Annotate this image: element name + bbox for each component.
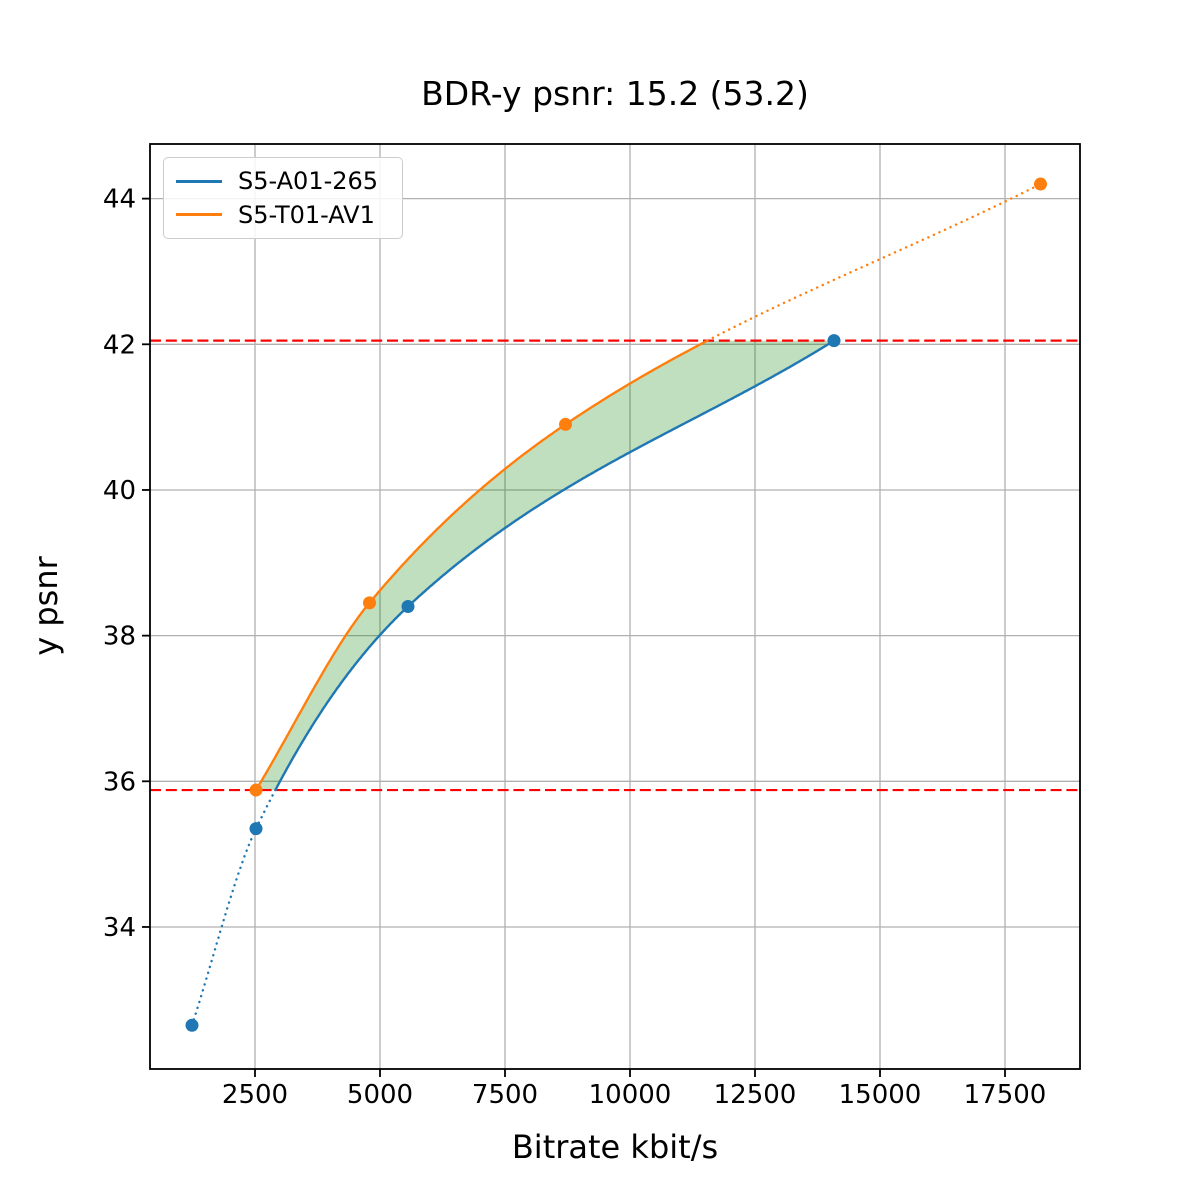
data-point-marker-S5-A01-265 bbox=[185, 1018, 199, 1032]
data-point-marker-S5-A01-265 bbox=[401, 600, 415, 613]
legend-item-label: S5-T01-AV1 bbox=[238, 200, 375, 229]
x-tick-label: 12500 bbox=[714, 1080, 797, 1110]
series-line-solid-S5-T01-AV1 bbox=[254, 339, 708, 791]
legend-line-swatch-blue bbox=[176, 179, 222, 183]
legend-line-swatch-orange bbox=[176, 213, 222, 217]
x-tick-label: 2500 bbox=[222, 1080, 288, 1110]
chart-title: BDR-y psnr: 15.2 (53.2) bbox=[421, 74, 809, 113]
data-point-marker-S5-T01-AV1 bbox=[559, 417, 572, 431]
y-axis-label: y psnr bbox=[27, 556, 65, 656]
x-tick-label: 5000 bbox=[347, 1080, 413, 1110]
y-tick-label: 34 bbox=[103, 913, 136, 943]
x-tick-label: 17500 bbox=[964, 1080, 1047, 1110]
bd-overlap-fill bbox=[256, 340, 834, 790]
x-tick-label: 15000 bbox=[839, 1080, 922, 1110]
legend: S5-A01-265 S5-T01-AV1 bbox=[163, 157, 403, 239]
series-line-dotted-S5-T01-AV1 bbox=[706, 182, 1042, 342]
legend-item: S5-A01-265 bbox=[176, 167, 390, 195]
data-point-marker-S5-T01-AV1 bbox=[249, 783, 263, 797]
y-tick-label: 36 bbox=[103, 767, 136, 797]
data-point-marker-S5-T01-AV1 bbox=[363, 596, 376, 610]
x-axis-label: Bitrate kbit/s bbox=[511, 1128, 719, 1166]
plot-border bbox=[149, 143, 1081, 1070]
x-tick-label: 10000 bbox=[589, 1080, 672, 1110]
series-line-solid-S5-A01-265 bbox=[274, 339, 835, 791]
data-point-marker-S5-T01-AV1 bbox=[1034, 177, 1047, 191]
y-tick-label: 42 bbox=[103, 330, 136, 360]
y-tick-label: 38 bbox=[103, 622, 136, 652]
y-tick-label: 40 bbox=[103, 476, 136, 506]
data-point-marker-S5-A01-265 bbox=[827, 334, 841, 348]
y-tick-label: 44 bbox=[103, 185, 136, 215]
legend-item: S5-T01-AV1 bbox=[176, 201, 390, 229]
x-tick-label: 7500 bbox=[472, 1080, 538, 1110]
legend-item-label: S5-A01-265 bbox=[238, 167, 379, 196]
data-point-marker-S5-A01-265 bbox=[249, 822, 263, 836]
series-line-dotted-S5-A01-265 bbox=[190, 788, 277, 1027]
